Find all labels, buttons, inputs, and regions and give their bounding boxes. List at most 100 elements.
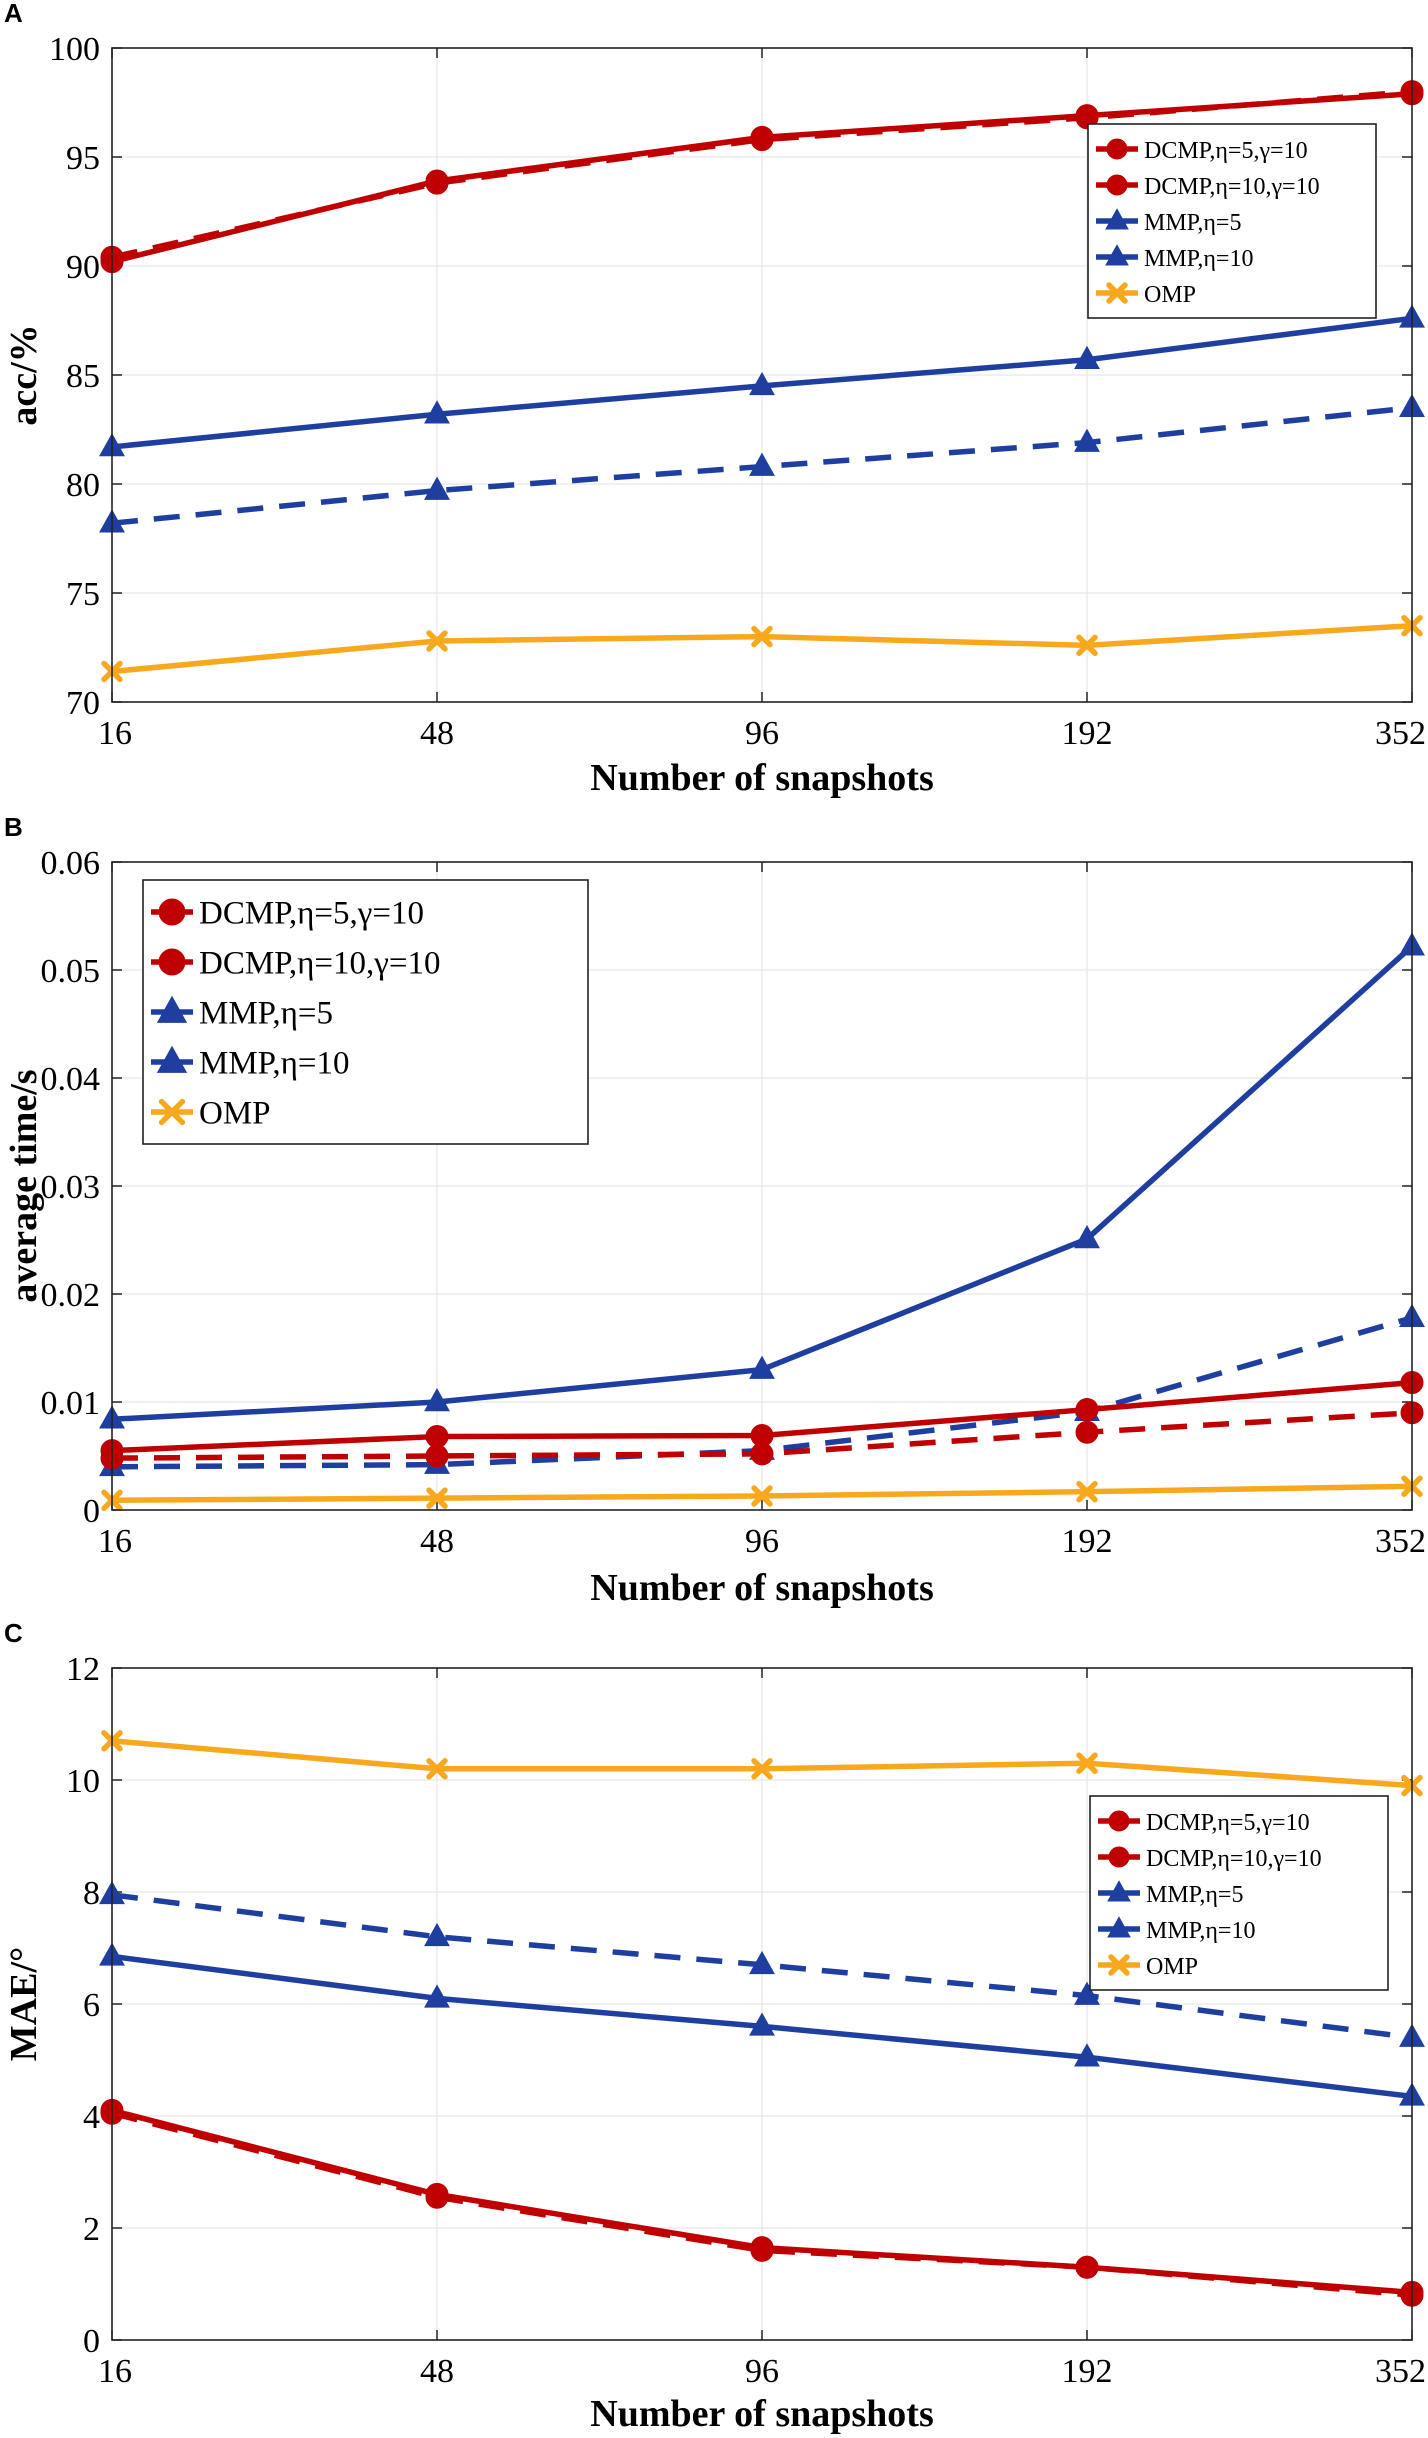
legend-label: DCMP,η=5,γ=10 bbox=[1144, 138, 1308, 164]
legend-marker bbox=[1108, 1846, 1130, 1868]
data-point bbox=[749, 1950, 775, 1975]
legend-label: DCMP,η=5,γ=10 bbox=[1146, 1810, 1310, 1836]
data-point bbox=[425, 2182, 449, 2206]
x-tick-label: 48 bbox=[420, 715, 454, 752]
data-point bbox=[424, 1984, 450, 2008]
y-tick-label: 80 bbox=[66, 467, 100, 504]
legend-label: MMP,η=5 bbox=[1146, 1882, 1243, 1908]
data-point bbox=[1075, 104, 1099, 128]
legend-label: MMP,η=5 bbox=[1144, 210, 1241, 236]
x-tick-label: 192 bbox=[1062, 2353, 1113, 2390]
legend-item: DCMP,η=5,γ=10 bbox=[1098, 1810, 1310, 1836]
data-point bbox=[424, 1388, 450, 1412]
legend-label: MMP,η=10 bbox=[1144, 246, 1253, 272]
legend-item: DCMP,η=10,γ=10 bbox=[1096, 174, 1320, 200]
data-point bbox=[750, 1423, 774, 1447]
y-tick-label: 4 bbox=[83, 2099, 100, 2136]
data-point bbox=[1076, 634, 1098, 657]
legend-item: MMP,η=10 bbox=[1098, 1916, 1255, 1944]
data-point bbox=[1076, 1480, 1098, 1503]
y-tick-label: 75 bbox=[66, 576, 100, 613]
y-tick-label: 10 bbox=[66, 1763, 100, 1800]
legend-item: MMP,η=10 bbox=[151, 1046, 350, 1082]
legend-label: DCMP,η=10,γ=10 bbox=[199, 946, 440, 982]
legend-label: DCMP,η=5,γ=10 bbox=[199, 896, 424, 932]
y-tick-label: 100 bbox=[49, 31, 100, 68]
legend-marker bbox=[156, 995, 188, 1023]
legend-marker bbox=[158, 1098, 186, 1126]
plot-frame bbox=[111, 861, 1413, 1511]
legend-label: DCMP,η=10,γ=10 bbox=[1146, 1846, 1322, 1872]
y-tick-label: 85 bbox=[66, 358, 100, 395]
data-point bbox=[749, 2012, 775, 2036]
x-tick-label: 16 bbox=[98, 2353, 132, 2390]
data-point bbox=[750, 2236, 774, 2260]
legend-label: OMP bbox=[1144, 282, 1196, 308]
y-tick-label: 0 bbox=[83, 1493, 100, 1530]
data-point bbox=[1074, 2043, 1100, 2067]
data-point bbox=[751, 625, 773, 648]
x-tick-label: 96 bbox=[745, 1523, 779, 1560]
series-dcmp-eta-10-gamma-10 bbox=[100, 1401, 1424, 1470]
legend-item: DCMP,η=5,γ=10 bbox=[1096, 138, 1308, 164]
legend-marker bbox=[1108, 1954, 1130, 1976]
data-point bbox=[751, 1485, 773, 1507]
plot-frame bbox=[111, 47, 1413, 703]
data-point bbox=[749, 1355, 775, 1379]
legend-marker bbox=[1107, 1916, 1131, 1938]
y-tick-label: 0.04 bbox=[41, 1061, 101, 1098]
y-tick-label: 0.06 bbox=[41, 845, 101, 882]
x-axis-title: Number of snapshots bbox=[590, 757, 933, 799]
legend-marker bbox=[1105, 244, 1129, 266]
plot-frame bbox=[111, 1667, 1413, 2341]
data-point bbox=[1075, 1398, 1099, 1422]
legend-label: MMP,η=10 bbox=[1146, 1918, 1255, 1944]
legend-marker bbox=[158, 948, 186, 976]
y-tick-label: 8 bbox=[83, 1875, 100, 1912]
legend-label: MMP,η=10 bbox=[199, 1046, 350, 1082]
legend-item: OMP bbox=[151, 1096, 271, 1132]
legend-label: DCMP,η=10,γ=10 bbox=[1144, 174, 1320, 200]
legend-marker bbox=[1106, 138, 1128, 160]
y-tick-label: 90 bbox=[66, 249, 100, 286]
legend-marker bbox=[1108, 1810, 1130, 1832]
legend-label: OMP bbox=[199, 1096, 271, 1132]
legend-item: DCMP,η=10,γ=10 bbox=[1098, 1846, 1322, 1872]
legend-marker bbox=[1107, 1880, 1131, 1902]
data-point bbox=[425, 1425, 449, 1449]
legend-item: MMP,η=5 bbox=[1096, 208, 1241, 236]
legend-item: OMP bbox=[1098, 1954, 1198, 1980]
data-point bbox=[749, 452, 775, 476]
data-point bbox=[1074, 1224, 1100, 1249]
data-point bbox=[1075, 2255, 1099, 2279]
y-tick-label: 95 bbox=[66, 140, 100, 177]
data-point bbox=[424, 1922, 450, 1947]
data-point bbox=[424, 476, 450, 500]
legend-item: MMP,η=5 bbox=[1098, 1880, 1243, 1908]
legend-item: MMP,η=10 bbox=[1096, 244, 1253, 272]
panel-letter: C bbox=[4, 1618, 23, 1648]
panel-b: B 0 0.01 0.02 0.03 0.04 0.05 0.06 16 48 96 192 352 Nu… bbox=[3, 812, 1426, 1609]
legend-item: OMP bbox=[1096, 282, 1196, 308]
data-point bbox=[751, 1758, 773, 1780]
y-tick-label: 12 bbox=[66, 1651, 100, 1688]
x-tick-label: 352 bbox=[1375, 2353, 1426, 2390]
data-point bbox=[425, 169, 449, 193]
legend-item: MMP,η=5 bbox=[151, 996, 333, 1032]
x-tick-label: 352 bbox=[1375, 715, 1426, 752]
data-point bbox=[426, 1487, 448, 1509]
data-point bbox=[426, 1758, 448, 1780]
x-tick-label: 16 bbox=[98, 715, 132, 752]
panel-letter: B bbox=[4, 812, 23, 842]
y-tick-label: 0 bbox=[83, 2323, 100, 2360]
y-tick-label: 70 bbox=[66, 685, 100, 722]
legend-marker bbox=[158, 898, 186, 926]
series-mmp-eta-10 bbox=[99, 304, 1425, 457]
x-tick-label: 96 bbox=[745, 715, 779, 752]
series-omp bbox=[101, 614, 1423, 683]
legend-marker bbox=[1106, 282, 1128, 304]
data-point bbox=[426, 630, 448, 652]
data-point bbox=[1074, 345, 1100, 370]
x-tick-label: 96 bbox=[745, 2353, 779, 2390]
